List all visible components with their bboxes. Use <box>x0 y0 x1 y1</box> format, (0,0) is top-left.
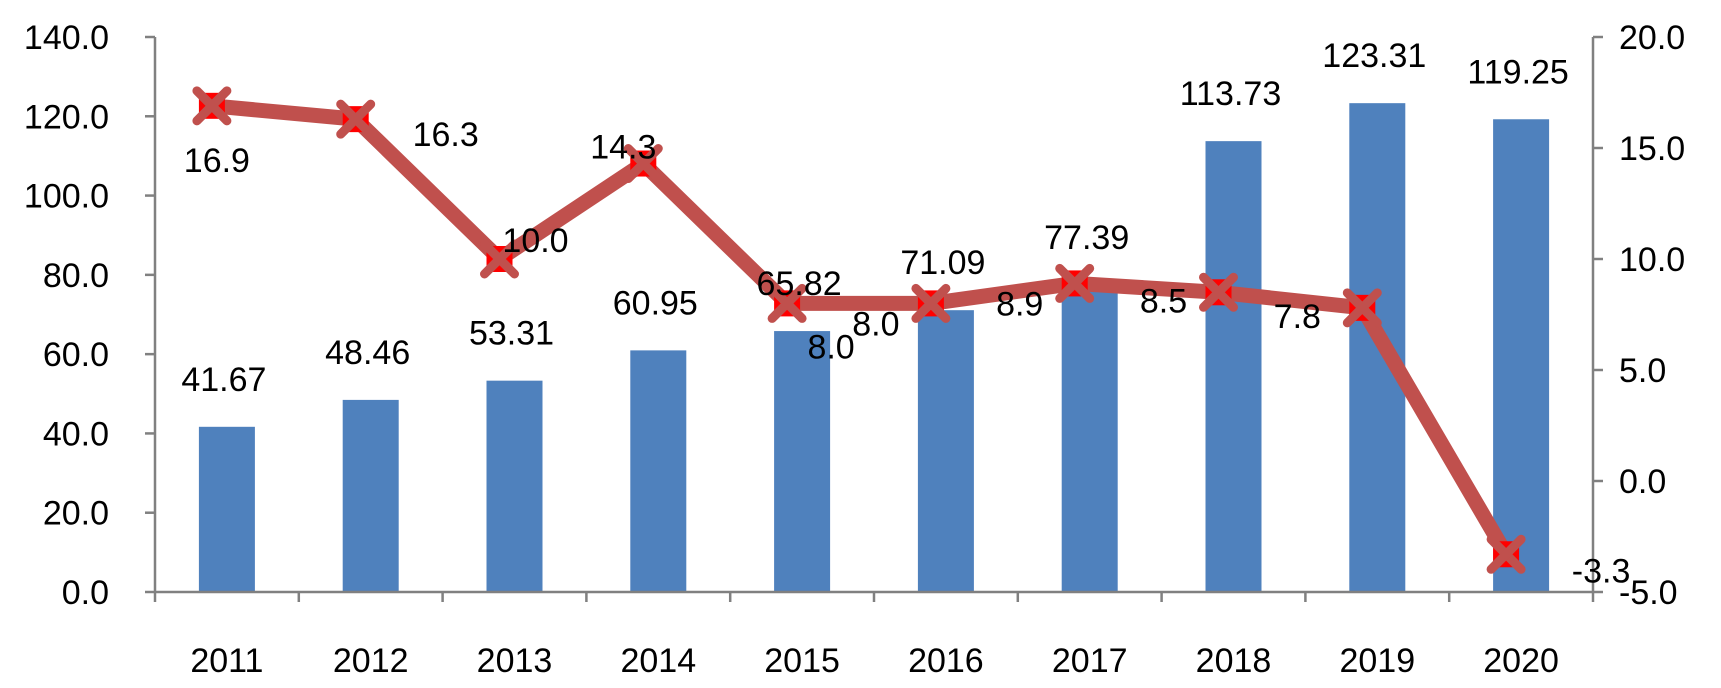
bar-value-label-2020: 119.25 <box>1467 53 1568 91</box>
line-marker-2017 <box>1055 263 1095 303</box>
bar-2016 <box>917 310 974 592</box>
marker-x-stroke <box>1055 263 1095 303</box>
line-value-label-2019: 7.8 <box>1274 298 1321 336</box>
marker-x-stroke <box>336 99 376 139</box>
line-value-label-2015: 8.0 <box>807 328 854 366</box>
x-tick-label-2017: 2017 <box>1052 642 1128 680</box>
left-tick-label: 120.0 <box>24 98 109 136</box>
bar-2017 <box>1061 285 1118 592</box>
line-value-label-2017: 8.9 <box>996 285 1043 323</box>
marker-x-stroke <box>911 283 951 323</box>
marker-x-stroke <box>1486 534 1526 574</box>
bar-value-label-2017: 77.39 <box>1044 219 1129 257</box>
bar-2014 <box>630 350 687 592</box>
x-tick-label-2011: 2011 <box>190 642 263 680</box>
labels: 41.67 48.46 53.31 60.95 65.82 71.09 77.39 113.7… <box>181 37 1630 590</box>
line-value-label-2014: 14.3 <box>590 129 656 167</box>
left-tick-label: 40.0 <box>43 415 109 453</box>
bar-value-label-2016: 71.09 <box>900 244 985 282</box>
right-tick-label: 10.0 <box>1619 241 1685 279</box>
line-marker-2014 <box>623 144 663 184</box>
line-value-label-2020: -3.3 <box>1572 552 1631 590</box>
line-marker-2012 <box>336 99 376 139</box>
line-marker-2020 <box>1486 534 1526 574</box>
marker-x-stroke <box>767 283 807 323</box>
left-tick-label: 20.0 <box>43 495 109 533</box>
bar-2020 <box>1493 119 1550 593</box>
x-tick-label-2014: 2014 <box>620 642 696 680</box>
marker-x-stroke <box>192 86 232 126</box>
bar-value-label-2011: 41.67 <box>181 361 266 399</box>
bar-value-label-2013: 53.31 <box>469 315 554 353</box>
x-tick-label-2012: 2012 <box>333 642 409 680</box>
right-tick-label: 0.0 <box>1619 463 1666 501</box>
right-tick-label: -5.0 <box>1619 574 1678 612</box>
bar-series <box>198 103 1550 593</box>
line-marker-2016 <box>911 283 951 323</box>
left-tick-label: 80.0 <box>43 257 109 295</box>
marker-x-stroke <box>480 239 519 279</box>
bar-value-label-2014: 60.95 <box>613 284 698 322</box>
x-tick-label-2019: 2019 <box>1339 642 1415 680</box>
left-tick-label: 0.0 <box>62 574 109 612</box>
x-tick-label-2018: 2018 <box>1196 642 1272 680</box>
line-value-label-2018: 8.5 <box>1140 282 1187 320</box>
x-tick-label-2016: 2016 <box>908 642 984 680</box>
line-marker-2018 <box>1199 272 1238 312</box>
line-value-label-2012: 16.3 <box>413 116 479 154</box>
bar-2018 <box>1205 141 1262 592</box>
line-marker-2011 <box>192 86 232 126</box>
bar-2012 <box>342 399 399 592</box>
left-tick-label: 100.0 <box>24 178 109 216</box>
bar-value-label-2012: 48.46 <box>325 334 410 372</box>
x-tick-label-2020: 2020 <box>1483 642 1559 680</box>
bar-value-label-2018: 113.73 <box>1180 75 1281 113</box>
line-path <box>204 98 1514 562</box>
line-marker-2019 <box>1342 288 1382 328</box>
marker-x-stroke <box>1342 288 1382 328</box>
bar-value-label-2015: 65.82 <box>757 265 842 303</box>
line-value-label-2013: 10.0 <box>502 222 568 260</box>
line-marker-2015 <box>767 283 807 323</box>
marker-x-stroke <box>1199 272 1238 312</box>
right-tick-label: 15.0 <box>1619 130 1685 168</box>
right-tick-label: 20.0 <box>1619 19 1685 57</box>
bar-2015 <box>774 331 831 592</box>
line-value-label-2016: 8.0 <box>852 305 899 343</box>
line-marker-2013 <box>480 239 519 279</box>
axes: 0.0 20.0 40.0 60.0 80.0 100.0 120.0 140.0 -5.0 0.… <box>24 19 1685 680</box>
line-value-label-2011: 16.9 <box>184 142 250 180</box>
x-tick-label-2013: 2013 <box>477 642 553 680</box>
x-tick-label-2015: 2015 <box>764 642 840 680</box>
marker-x-stroke <box>623 144 663 184</box>
bar-2011 <box>198 426 255 592</box>
left-tick-label: 140.0 <box>24 19 109 57</box>
left-tick-label: 60.0 <box>43 336 109 374</box>
bar-value-label-2019: 123.31 <box>1322 37 1426 75</box>
bar-2013 <box>486 380 543 592</box>
line-series <box>192 86 1526 574</box>
right-tick-label: 5.0 <box>1619 352 1666 390</box>
